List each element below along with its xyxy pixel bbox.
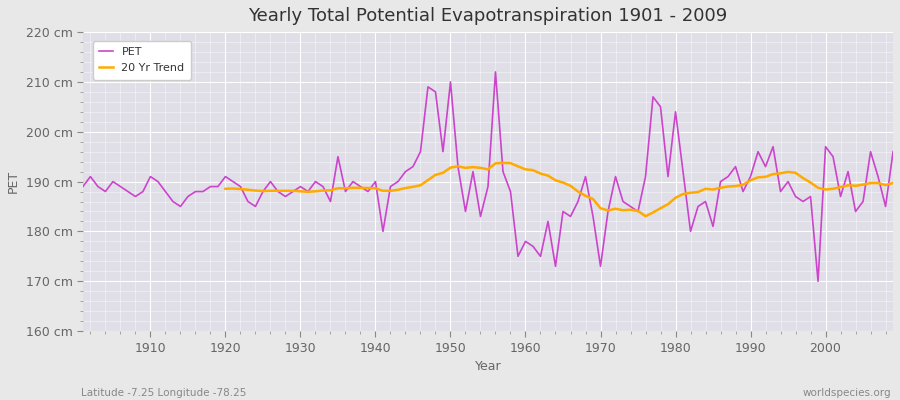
PET xyxy=(347,179,358,184)
20 Yr Trend xyxy=(310,189,321,194)
Legend: PET, 20 Yr Trend: PET, 20 Yr Trend xyxy=(93,41,191,80)
PET xyxy=(302,189,313,194)
Text: Latitude -7.25 Longitude -78.25: Latitude -7.25 Longitude -78.25 xyxy=(81,388,247,398)
20 Yr Trend xyxy=(873,181,884,186)
PET xyxy=(887,149,898,154)
20 Yr Trend xyxy=(640,214,651,219)
PET xyxy=(813,279,824,284)
X-axis label: Year: Year xyxy=(474,360,501,373)
PET xyxy=(77,184,88,189)
Line: 20 Yr Trend: 20 Yr Trend xyxy=(225,163,893,216)
PET xyxy=(491,70,501,74)
20 Yr Trend xyxy=(887,181,898,186)
20 Yr Trend xyxy=(806,180,816,185)
20 Yr Trend xyxy=(423,178,434,182)
Line: PET: PET xyxy=(83,72,893,281)
PET xyxy=(527,244,538,249)
PET xyxy=(520,239,531,244)
20 Yr Trend xyxy=(790,170,801,175)
20 Yr Trend xyxy=(498,160,508,165)
PET xyxy=(138,189,148,194)
20 Yr Trend xyxy=(220,186,230,191)
PET xyxy=(617,199,628,204)
Title: Yearly Total Potential Evapotranspiration 1901 - 2009: Yearly Total Potential Evapotranspiratio… xyxy=(248,7,727,25)
Text: worldspecies.org: worldspecies.org xyxy=(803,388,891,398)
20 Yr Trend xyxy=(700,186,711,191)
Y-axis label: PET: PET xyxy=(7,170,20,193)
